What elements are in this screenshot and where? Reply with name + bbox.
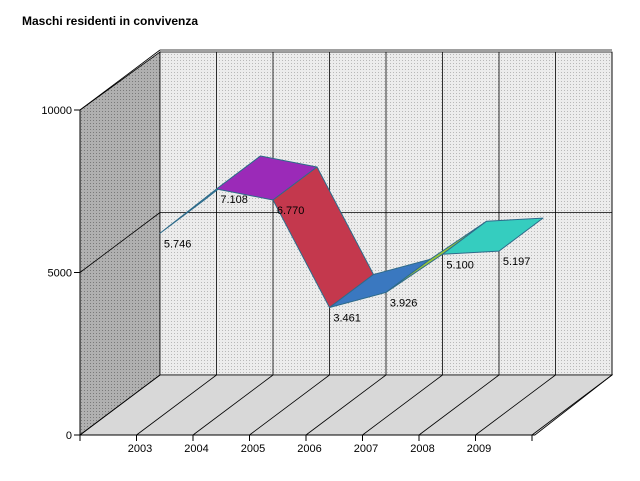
x-tick-label: 2009 bbox=[467, 443, 491, 455]
data-label-2005: 6.770 bbox=[277, 205, 305, 217]
gridline-side bbox=[79, 49, 161, 111]
floor-line bbox=[418, 374, 500, 436]
y-tick-label: 10000 bbox=[41, 105, 72, 117]
floor-line bbox=[79, 374, 161, 436]
gridlines bbox=[79, 49, 613, 436]
floor-line bbox=[136, 374, 217, 436]
data-label-2008: 5.100 bbox=[446, 259, 474, 271]
gridline-side bbox=[79, 212, 161, 273]
series-ribbon bbox=[159, 155, 544, 309]
x-tick-label: 2006 bbox=[297, 443, 321, 455]
x-tick-label: 2005 bbox=[241, 443, 265, 455]
floor-line bbox=[192, 374, 274, 436]
x-tick-label: 2004 bbox=[184, 443, 208, 455]
data-label-2006: 3.461 bbox=[333, 313, 361, 325]
x-tick-label: 2007 bbox=[354, 443, 378, 455]
floor-line bbox=[531, 374, 613, 436]
floor-line bbox=[249, 374, 330, 436]
ribbon-segment-2008-2009 bbox=[442, 217, 544, 255]
axes: 0 5000 10000 2003 2004 2005 2006 2007 2008 2009 bbox=[41, 105, 535, 455]
floor-line bbox=[475, 374, 556, 436]
chart-title: Maschi residenti in convivenza bbox=[22, 14, 199, 28]
x-tick-label: 2003 bbox=[128, 443, 152, 455]
floor-line bbox=[362, 374, 443, 436]
data-label-2009: 5.197 bbox=[503, 256, 531, 268]
data-label-2003: 5.746 bbox=[164, 238, 192, 250]
y-tick-label: 5000 bbox=[48, 268, 72, 280]
data-labels: 5.746 7.108 6.770 3.461 3.926 5.100 5.197 bbox=[164, 194, 531, 325]
floor-line bbox=[305, 374, 387, 436]
y-tick-label: 0 bbox=[66, 430, 72, 442]
data-label-2007: 3.926 bbox=[390, 297, 418, 309]
side-wall bbox=[79, 51, 161, 436]
data-label-2004: 7.108 bbox=[220, 194, 248, 206]
x-tick-label: 2008 bbox=[410, 443, 434, 455]
